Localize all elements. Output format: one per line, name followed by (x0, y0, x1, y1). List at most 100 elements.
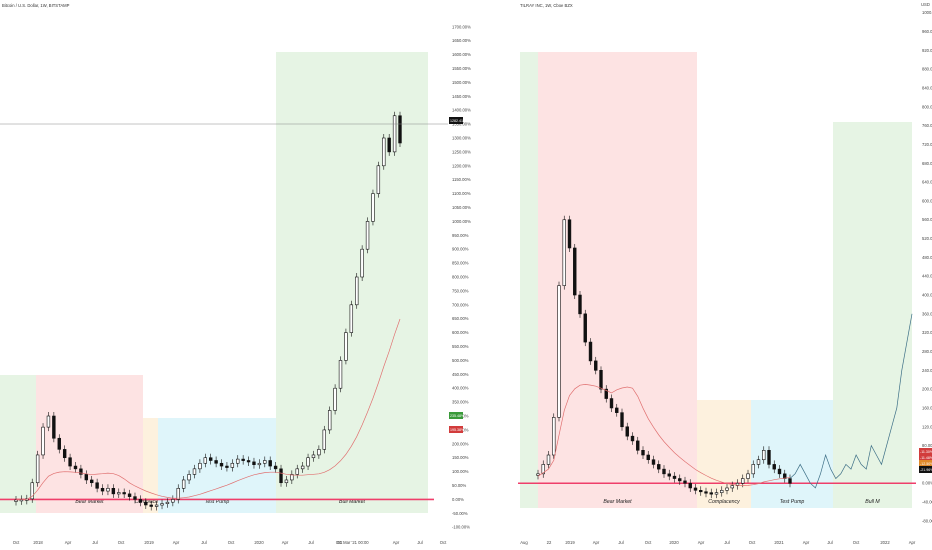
y-tick-label: 640.00% (922, 180, 932, 185)
x-tick-label: 2022 (880, 540, 890, 545)
y-tick-label: 1050.00% (452, 205, 471, 210)
y-tick-label: 450.00% (452, 372, 469, 377)
candle (68, 457, 72, 467)
candle (127, 493, 132, 497)
zone-bull (276, 52, 428, 513)
y-tick-label: 80.00% (922, 443, 932, 448)
candle (704, 491, 708, 494)
candle (187, 474, 191, 481)
candle (317, 449, 321, 456)
candle (149, 504, 153, 507)
candle (725, 487, 729, 491)
y-tick-label: 1700.00% (452, 24, 471, 29)
candle (79, 468, 83, 475)
x-tick-label: Aug (520, 540, 528, 545)
candle (30, 482, 34, 500)
y-tick-label: 360.00% (922, 311, 932, 316)
x-tick-label: 2019 (565, 540, 575, 545)
candle (344, 332, 348, 361)
y-tick-label: 320.00% (922, 330, 932, 335)
x-tick-label: Apr (173, 540, 180, 545)
candle (73, 465, 78, 470)
candle (777, 468, 782, 475)
y-tick-label: 920.00% (922, 48, 932, 53)
candle (636, 440, 640, 451)
candle (788, 478, 792, 484)
axis-unit-label: USD (921, 2, 930, 7)
candle (536, 473, 540, 476)
y-tick-label: 120.00% (922, 424, 932, 429)
candle (138, 499, 143, 503)
y-tick-label: 200.00% (922, 387, 932, 392)
candle (588, 341, 593, 362)
candle (46, 415, 51, 428)
candle (214, 460, 218, 464)
y-tick-label: 280.00% (922, 349, 932, 354)
y-tick-label: 520.00% (922, 236, 932, 241)
zone-bear (36, 375, 143, 513)
candle (678, 478, 682, 482)
zone-label-complacency: Complacency (135, 499, 167, 505)
candle (236, 458, 240, 464)
candle (198, 462, 202, 470)
candle (756, 459, 761, 465)
x-tick-label: 2021 (774, 540, 784, 545)
candle (181, 479, 186, 489)
y-tick-label: 1550.00% (452, 66, 471, 71)
candle (203, 457, 207, 464)
y-tick-label: 440.00% (922, 274, 932, 279)
y-tick-label: 160.00% (922, 405, 932, 410)
zone-label-test-pump: Test Pump (780, 499, 805, 505)
y-tick-label: 1300.00% (452, 135, 471, 140)
y-tick-label: 840.00% (922, 85, 932, 90)
candle (583, 313, 587, 343)
price-badge (449, 117, 463, 124)
candle (751, 464, 755, 475)
y-tick-label: 760.00% (922, 123, 932, 128)
candle (14, 499, 18, 502)
zone-bull (833, 122, 912, 508)
candle (35, 454, 40, 484)
candle (578, 294, 582, 315)
price-badge-label: 235.48% (450, 414, 465, 418)
x-tick-label: 2018 (33, 540, 43, 545)
candle (683, 480, 687, 484)
candle (290, 474, 294, 481)
y-tick-label: 700.00% (452, 302, 469, 307)
moving-average-line (15, 318, 401, 501)
candle (246, 460, 251, 463)
x-tick-label: Jul (308, 540, 313, 545)
candle (720, 489, 724, 493)
candle (552, 417, 556, 456)
projection-line (789, 313, 913, 489)
price-badge (919, 448, 932, 455)
y-tick-label: 1600.00% (452, 52, 471, 57)
y-tick-label: 1500.00% (452, 80, 471, 85)
price-badge (449, 426, 463, 433)
candle (714, 492, 719, 495)
x-tick-label: Oct (228, 540, 235, 545)
y-tick-label: 1650.00% (452, 38, 471, 43)
x-tick-label: Apr (393, 540, 400, 545)
candle (133, 496, 137, 500)
price-badge (919, 460, 932, 467)
x-tick-label: Jul (201, 540, 206, 545)
zone-bear (538, 52, 697, 508)
y-tick-label: 50.00% (452, 483, 466, 488)
candle (767, 450, 771, 465)
candle (783, 473, 787, 479)
y-tick-label: -50.00% (452, 511, 468, 516)
zone-label-bull: Bull Market (339, 499, 366, 505)
y-tick-label: 1000.00% (922, 10, 932, 15)
candle (360, 248, 364, 278)
x-tick-label: Jul (827, 540, 832, 545)
y-tick-label: 0.00% (922, 481, 932, 486)
candle (693, 487, 698, 491)
y-tick-label: 1150.00% (452, 177, 471, 182)
candle (646, 454, 650, 461)
candle (165, 501, 170, 504)
candle (257, 462, 262, 466)
candle (252, 461, 256, 465)
candle (117, 492, 121, 495)
